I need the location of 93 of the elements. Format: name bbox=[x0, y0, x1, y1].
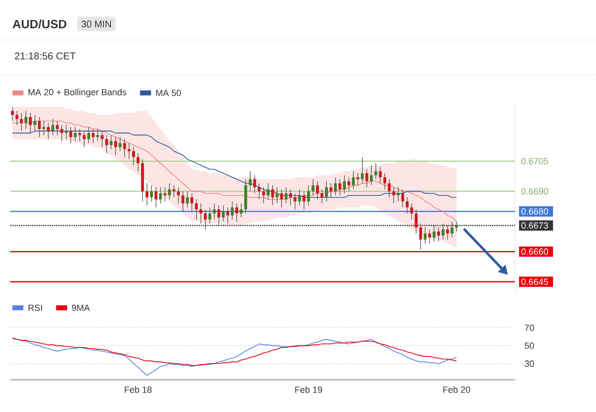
candlestick bbox=[455, 221, 458, 232]
candlestick bbox=[320, 189, 324, 204]
legend-label: 9MA bbox=[72, 304, 90, 312]
y-tick-label: 0.6673 bbox=[521, 222, 548, 229]
candlestick bbox=[356, 173, 360, 186]
y-tick-label: 50 bbox=[524, 342, 534, 350]
y-tick-label: 0.6705 bbox=[521, 158, 548, 165]
candlestick bbox=[410, 203, 414, 220]
candlestick bbox=[42, 120, 46, 136]
text: 21:18:56 CET bbox=[14, 52, 76, 60]
candlestick bbox=[446, 225, 450, 240]
candlestick bbox=[136, 152, 140, 172]
candlestick bbox=[123, 138, 126, 158]
candlestick bbox=[280, 189, 284, 208]
legend-label: MA 20 + Bollinger Bands bbox=[28, 88, 126, 98]
candlestick bbox=[334, 177, 337, 196]
candlestick bbox=[38, 116, 41, 138]
candlestick bbox=[154, 187, 158, 208]
candlestick bbox=[164, 187, 166, 202]
candlestick bbox=[181, 191, 184, 212]
candlestick bbox=[100, 130, 104, 148]
y-tick-label: 0.6660 bbox=[521, 248, 548, 255]
y-tick-label: 0.6645 bbox=[521, 278, 548, 286]
candlestick bbox=[114, 136, 118, 156]
candlestick bbox=[289, 189, 292, 206]
candlestick bbox=[284, 187, 288, 204]
candlestick bbox=[365, 169, 368, 188]
candlestick bbox=[132, 146, 135, 166]
candlestick bbox=[414, 209, 418, 234]
candlestick bbox=[352, 171, 355, 190]
x-tick-label: Feb 19 bbox=[295, 386, 322, 393]
y-tick-label: 30 bbox=[524, 360, 534, 367]
candlestick bbox=[360, 156, 364, 184]
candlestick bbox=[24, 110, 28, 130]
candlestick bbox=[312, 179, 314, 196]
chart-title: AUD/USD bbox=[12, 20, 66, 29]
x-tick-label: Feb 18 bbox=[124, 386, 152, 393]
y-tick-label: 0.6680 bbox=[521, 208, 548, 215]
candlestick bbox=[294, 193, 296, 210]
y-tick-label: 70 bbox=[524, 324, 534, 332]
candlestick bbox=[28, 112, 32, 134]
candlestick bbox=[11, 106, 14, 122]
candlestick bbox=[276, 187, 279, 204]
candlestick bbox=[424, 227, 427, 244]
candlestick bbox=[342, 175, 346, 194]
x-tick-label: Feb 20 bbox=[443, 386, 470, 393]
candlestick bbox=[46, 122, 50, 140]
candlestick bbox=[118, 136, 122, 152]
candlestick bbox=[186, 191, 189, 208]
chart-subtitle: 30 MIN bbox=[82, 20, 111, 28]
candlestick bbox=[262, 187, 266, 204]
legend-label: MA 50 bbox=[156, 90, 181, 96]
candlestick bbox=[419, 223, 422, 250]
candlestick bbox=[92, 128, 95, 144]
candlestick bbox=[96, 128, 100, 142]
candlestick bbox=[266, 183, 270, 200]
candlestick bbox=[258, 183, 261, 200]
candlestick bbox=[199, 203, 202, 224]
candlestick bbox=[150, 185, 153, 202]
candlestick bbox=[432, 225, 436, 242]
candlestick bbox=[33, 114, 36, 132]
legend-label: RSI bbox=[28, 304, 42, 312]
candlestick bbox=[172, 185, 176, 198]
candlestick bbox=[338, 179, 342, 196]
candlestick bbox=[316, 181, 319, 200]
candlestick bbox=[159, 187, 162, 204]
candlestick bbox=[437, 227, 440, 242]
candlestick bbox=[450, 221, 454, 238]
candlestick bbox=[15, 110, 18, 126]
candlestick bbox=[128, 142, 131, 160]
candlestick bbox=[330, 183, 332, 198]
candlestick bbox=[20, 112, 23, 132]
candlestick bbox=[176, 187, 180, 204]
candlestick bbox=[208, 207, 212, 224]
candlestick bbox=[302, 191, 306, 210]
candlestick bbox=[271, 185, 274, 206]
candlestick bbox=[105, 134, 108, 154]
candlestick bbox=[378, 167, 382, 184]
candlestick bbox=[168, 183, 171, 200]
candlestick bbox=[428, 229, 432, 244]
candlestick bbox=[146, 183, 148, 206]
y-tick-label: 0.6690 bbox=[521, 188, 548, 195]
candlestick bbox=[298, 189, 301, 206]
candlestick bbox=[110, 134, 113, 150]
candlestick bbox=[204, 209, 207, 230]
candlestick bbox=[307, 185, 310, 206]
candlestick bbox=[253, 175, 256, 194]
candlestick bbox=[190, 193, 194, 212]
candlestick bbox=[347, 177, 350, 192]
candlestick bbox=[374, 162, 378, 180]
candlestick bbox=[194, 199, 198, 220]
candlestick bbox=[442, 223, 445, 240]
candlestick bbox=[325, 181, 328, 202]
